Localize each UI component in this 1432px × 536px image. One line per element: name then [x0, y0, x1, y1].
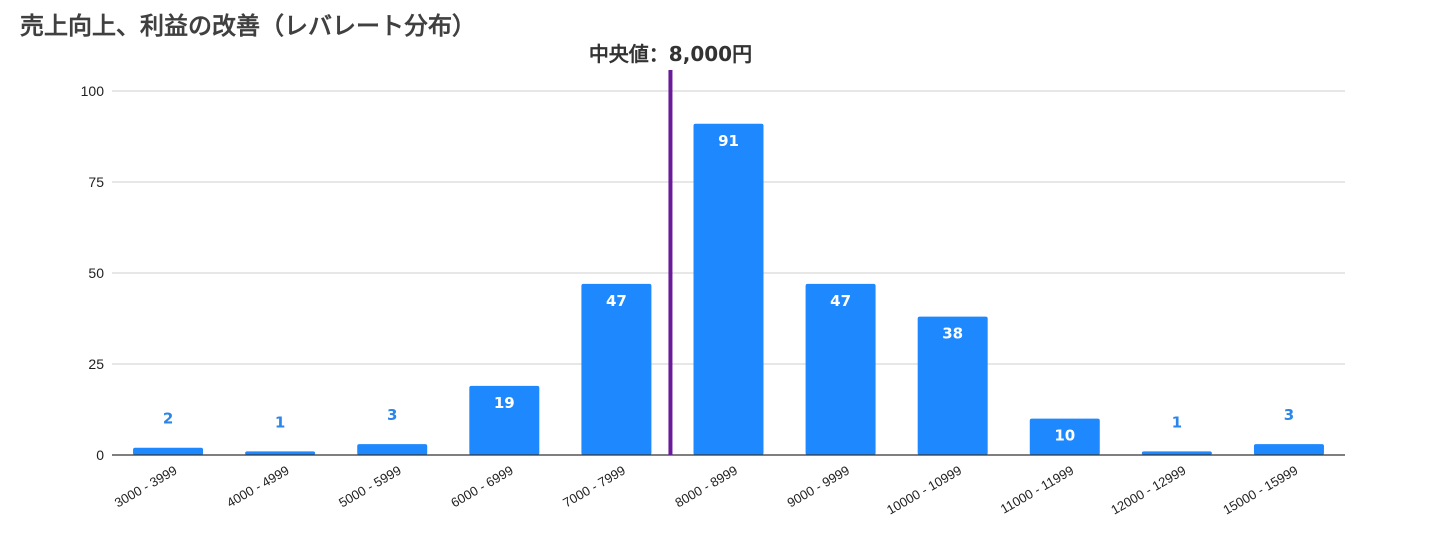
data-label: 1 [1172, 413, 1182, 431]
data-label: 47 [830, 292, 851, 310]
bar-10 [1253, 444, 1324, 455]
chart-title: 売上向上、利益の改善（レバレート分布） [20, 12, 476, 40]
y-tick-label: 25 [88, 356, 104, 372]
x-tick-label: 5000 - 5999 [336, 463, 404, 511]
bar-4 [581, 283, 652, 455]
x-tick-label: 11000 - 11999 [998, 463, 1076, 517]
data-label: 38 [942, 325, 963, 343]
bar-7 [917, 316, 988, 455]
x-tick-label: 12000 - 12999 [1108, 463, 1188, 518]
data-label: 91 [718, 132, 739, 150]
data-label: 10 [1054, 427, 1075, 445]
x-tick-label: 3000 - 3999 [112, 463, 180, 511]
x-tick-label: 9000 - 9999 [784, 463, 852, 511]
bar-2 [357, 444, 428, 455]
bar-1 [245, 451, 316, 455]
bar-6 [805, 283, 876, 455]
data-label: 3 [1284, 406, 1294, 424]
y-tick-label: 0 [96, 447, 104, 463]
y-tick-label: 50 [88, 265, 104, 281]
bar-3 [469, 385, 540, 455]
x-tick-label: 10000 - 10999 [884, 463, 964, 518]
y-tick-label: 100 [81, 83, 105, 99]
bar-8 [1029, 418, 1100, 455]
median-label: 中央値：8,000円 [589, 42, 752, 66]
x-tick-label: 4000 - 4999 [224, 463, 292, 511]
data-label: 2 [163, 410, 173, 428]
data-label: 47 [606, 292, 627, 310]
data-label: 3 [387, 406, 397, 424]
data-label: 19 [494, 394, 515, 412]
bar-0 [133, 447, 204, 455]
x-tick-label: 7000 - 7999 [560, 463, 628, 511]
bar-9 [1141, 451, 1212, 455]
x-tick-label: 15000 - 15999 [1220, 463, 1300, 518]
y-tick-label: 75 [88, 174, 104, 190]
x-tick-label: 8000 - 8999 [672, 463, 740, 511]
x-tick-label: 6000 - 6999 [448, 463, 516, 511]
data-label: 1 [275, 413, 285, 431]
bar-5 [693, 123, 764, 455]
